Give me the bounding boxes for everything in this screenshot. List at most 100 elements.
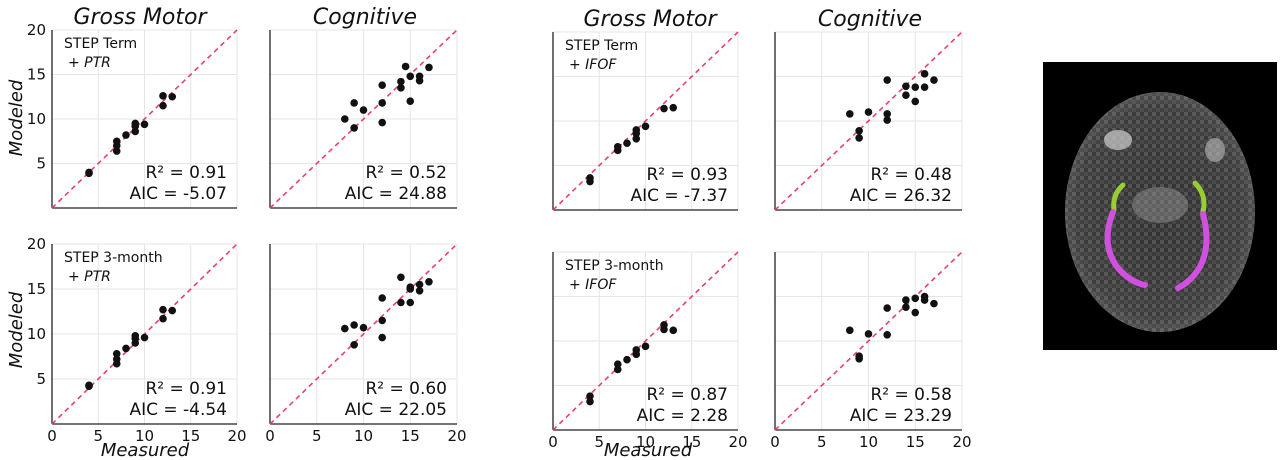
- stat-aic: AIC = -5.07: [129, 184, 227, 204]
- data-point: [415, 72, 424, 81]
- data-point: [425, 63, 433, 72]
- data-point: [911, 97, 920, 106]
- data-point: [855, 352, 863, 360]
- data-point: [623, 139, 631, 148]
- x-tick-label: 5: [817, 433, 827, 451]
- reference-line-identity: [552, 251, 739, 431]
- data-point: [406, 72, 415, 81]
- data-point: [864, 330, 873, 338]
- data-point: [883, 304, 891, 312]
- data-point: [586, 174, 594, 182]
- stat-r-squared: R² = 0.60: [365, 379, 447, 399]
- data-point: [623, 355, 631, 364]
- data-point: [930, 299, 938, 308]
- data-point: [378, 99, 387, 107]
- data-point: [131, 127, 140, 136]
- reference-line-identity: [51, 29, 238, 209]
- data-point: [122, 131, 130, 139]
- ylabel-top: Modeled: [6, 79, 27, 156]
- title-cognitive-left: Cognitive: [313, 5, 417, 30]
- data-point: [846, 326, 854, 335]
- data-point: [425, 278, 433, 286]
- data-point: [920, 70, 929, 78]
- tract-right-magenta: [1175, 211, 1210, 291]
- data-point: [911, 308, 920, 317]
- x-tick-label: 15: [181, 427, 200, 445]
- data-point: [613, 143, 622, 151]
- stat-aic: AIC = 2.28: [637, 406, 728, 426]
- stat-r-squared: R² = 0.91: [145, 379, 227, 399]
- panel-m3-ptr-gross: 5 10 15 20 0 5 10 15 20 STEP 3-month + PTR R² = 0.9…: [27, 235, 247, 445]
- stat-r-squared: R² = 0.87: [646, 385, 728, 405]
- data-point: [85, 169, 93, 178]
- data-point: [168, 92, 177, 101]
- data-point: [131, 119, 140, 128]
- data-point: [855, 126, 863, 135]
- xlabel-right: Measured: [604, 440, 693, 460]
- stat-r-squared: R² = 0.48: [870, 165, 952, 185]
- x-tick-label: 15: [906, 433, 925, 451]
- x-tick-label: 10: [354, 427, 373, 445]
- x-tick-label: 0: [548, 433, 558, 451]
- data-point: [159, 305, 167, 314]
- x-tick-label: 5: [312, 427, 322, 445]
- data-point: [397, 298, 405, 307]
- y-tick-label: 5: [36, 155, 46, 173]
- title-gross-motor-left: Gross Motor: [73, 5, 208, 30]
- data-point: [902, 303, 910, 311]
- stat-r-squared: R² = 0.52: [365, 163, 447, 183]
- data-point: [641, 342, 650, 351]
- x-tick-label: 20: [952, 433, 971, 451]
- x-tick-label: 20: [728, 433, 747, 451]
- x-tick-label: 5: [93, 427, 103, 445]
- data-point: [350, 99, 358, 107]
- brain-tractography-image: [1043, 62, 1277, 350]
- data-point: [883, 330, 891, 339]
- title-cognitive-right: Cognitive: [818, 7, 922, 32]
- y-tick-label: 5: [36, 370, 46, 388]
- data-point: [350, 124, 358, 132]
- data-point: [112, 355, 121, 364]
- data-point: [401, 62, 410, 71]
- data-point: [660, 104, 668, 113]
- data-point: [140, 333, 149, 342]
- data-point: [864, 108, 873, 116]
- data-point: [350, 341, 358, 349]
- panel-annotation-tract: + IFOF: [569, 277, 617, 293]
- reference-line-identity: [269, 243, 458, 425]
- data-point: [378, 316, 387, 325]
- data-point: [159, 101, 167, 110]
- data-point: [112, 147, 121, 155]
- stat-r-squared: R² = 0.58: [870, 385, 952, 405]
- x-tick-label: 20: [227, 427, 246, 445]
- x-tick-label: 0: [265, 427, 275, 445]
- reference-line-identity: [552, 31, 739, 211]
- data-point: [341, 324, 349, 333]
- data-point: [131, 332, 140, 340]
- x-tick-label: 10: [859, 433, 878, 451]
- data-point: [902, 82, 910, 91]
- data-point: [378, 81, 387, 89]
- data-point: [341, 115, 349, 123]
- data-point: [883, 110, 891, 118]
- y-tick-label: 15: [27, 280, 46, 298]
- title-gross-motor-right: Gross Motor: [583, 7, 718, 32]
- data-point: [920, 292, 929, 301]
- tract-left-green: [1111, 182, 1126, 213]
- data-point: [350, 321, 358, 329]
- x-tick-label: 0: [770, 433, 780, 451]
- y-tick-label: 20: [27, 235, 46, 253]
- data-point: [846, 110, 854, 118]
- data-point: [415, 287, 424, 295]
- panel-annotation-dataset: STEP 3-month: [565, 258, 664, 274]
- data-point: [406, 283, 415, 292]
- data-point: [397, 84, 405, 92]
